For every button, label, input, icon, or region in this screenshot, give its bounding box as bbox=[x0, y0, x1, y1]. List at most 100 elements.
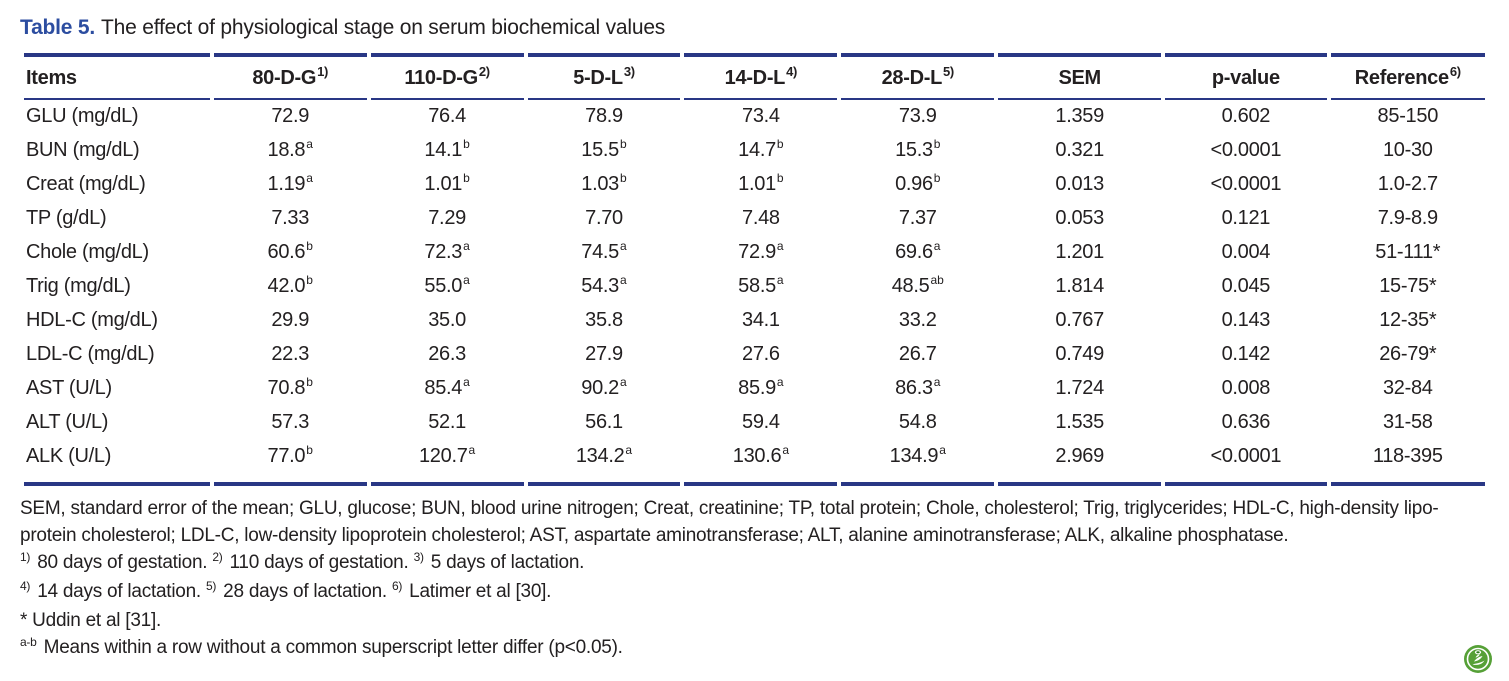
value-cell: 60.6b bbox=[267, 239, 313, 263]
row-label: Trig (mg/dL) bbox=[26, 275, 131, 297]
table-number: Table 5. bbox=[20, 16, 96, 39]
value-cell: 0.749 bbox=[1055, 343, 1104, 365]
value-cell: 1.03b bbox=[581, 171, 627, 195]
value-cell: 10-30 bbox=[1382, 139, 1433, 161]
header-row: Items 80-D-G1) 110-D-G2) 5-D-L3) 14-D-L4) 28-… bbox=[24, 53, 1485, 100]
footnotes-block: SEM, standard error of the mean; GLU, gl… bbox=[20, 495, 1489, 663]
footnote-superscript: 6) bbox=[391, 579, 403, 593]
table-row: Trig (mg/dL) 42.0b 55.0a 54.3a 58.5a 48.5ab 1.… bbox=[24, 270, 1485, 304]
numbered-footnotes: 1) 80 days of gestation. 2) 110 days of … bbox=[20, 549, 1489, 607]
row-label: GLU (mg/dL) bbox=[26, 105, 139, 127]
row-label: AST (U/L) bbox=[26, 377, 112, 399]
value-cell: 35.8 bbox=[585, 309, 623, 331]
abbreviation-note-line-1: SEM, standard error of the mean; GLU, gl… bbox=[20, 498, 1439, 519]
value-cell: 7.33 bbox=[271, 207, 310, 229]
value-cell: 14.7b bbox=[738, 137, 784, 161]
value-cell: 15.3b bbox=[895, 137, 941, 161]
value-cell: 0.045 bbox=[1221, 275, 1271, 297]
table-caption: The effect of physiological stage on ser… bbox=[101, 16, 666, 39]
value-cell: 0.143 bbox=[1221, 309, 1271, 331]
value-cell: 1.359 bbox=[1055, 105, 1104, 127]
column-header: SEM bbox=[998, 53, 1162, 100]
footnote-text: Latimer et al [30]. bbox=[404, 581, 552, 602]
table-row: AST (U/L) 70.8b 85.4a 90.2a 85.9a 86.3a 1.724 0… bbox=[24, 372, 1485, 406]
column-header: 110-D-G2) bbox=[370, 53, 524, 100]
footnote-text: 80 days of gestation. bbox=[32, 552, 213, 573]
row-label: LDL-C (mg/dL) bbox=[26, 343, 155, 365]
footnote-text: Means within a row without a common supe… bbox=[38, 637, 623, 658]
value-cell: 56.1 bbox=[585, 411, 623, 433]
value-cell: 1.201 bbox=[1055, 241, 1104, 263]
value-cell: 70.8b bbox=[267, 375, 313, 399]
column-header: 28-D-L5) bbox=[841, 53, 995, 100]
table-row: ALK (U/L) 77.0b 120.7a 134.2a 130.6a 134.9a 2.… bbox=[24, 440, 1485, 486]
footnote-text: 14 days of lactation. bbox=[32, 581, 206, 602]
value-cell: 29.9 bbox=[271, 309, 310, 331]
value-cell: 90.2a bbox=[581, 375, 627, 399]
row-label: BUN (mg/dL) bbox=[26, 139, 140, 161]
value-cell: 73.9 bbox=[898, 105, 937, 127]
value-cell: 0.636 bbox=[1221, 411, 1271, 433]
value-cell: 32-84 bbox=[1382, 377, 1433, 399]
value-cell: 0.053 bbox=[1055, 207, 1104, 229]
value-cell: 0.008 bbox=[1221, 377, 1271, 399]
value-cell: 72.9a bbox=[738, 239, 784, 263]
value-cell: 0.142 bbox=[1221, 343, 1271, 365]
footnote-superscript: 5) bbox=[205, 579, 217, 593]
value-cell: 0.767 bbox=[1055, 309, 1104, 331]
value-cell: 48.5ab bbox=[891, 273, 944, 297]
table-row: LDL-C (mg/dL) 22.3 26.3 27.9 27.6 26.7 0.749 0.… bbox=[24, 338, 1485, 372]
value-cell: 2.969 bbox=[998, 440, 1162, 486]
value-cell: 1.01b bbox=[738, 171, 784, 195]
value-cell: 130.6a bbox=[684, 440, 838, 486]
footnote-superscript: 2) bbox=[212, 550, 223, 564]
value-cell: 1.19a bbox=[267, 171, 313, 195]
value-cell: 73.4 bbox=[742, 105, 780, 127]
table-row: ALT (U/L) 57.3 52.1 56.1 59.4 54.8 1.535 0.636 3… bbox=[24, 406, 1485, 440]
table-row: TP (g/dL) 7.33 7.29 7.70 7.48 7.37 0.053 0.121 7… bbox=[24, 202, 1485, 236]
numbered-footnote-line: 1) 80 days of gestation. 2) 110 days of … bbox=[20, 549, 1489, 578]
table-row: Creat (mg/dL) 1.19a 1.01b 1.03b 1.01b 0.96b 0.… bbox=[24, 168, 1485, 202]
value-cell: 7.29 bbox=[428, 207, 466, 229]
value-cell: 35.0 bbox=[428, 309, 466, 331]
value-cell: 86.3a bbox=[895, 375, 941, 399]
value-cell: <0.0001 bbox=[1165, 440, 1327, 486]
row-label: TP (g/dL) bbox=[26, 207, 107, 229]
value-cell: 7.37 bbox=[898, 207, 937, 229]
footnote-text: 5 days of lactation. bbox=[425, 552, 585, 573]
row-label: ALT (U/L) bbox=[26, 411, 109, 433]
value-cell: 0.004 bbox=[1221, 241, 1271, 263]
table-row: Chole (mg/dL) 60.6b 72.3a 74.5a 72.9a 69.6a 1.… bbox=[24, 236, 1485, 270]
value-cell: 0.96b bbox=[895, 171, 941, 195]
value-cell: 54.8 bbox=[898, 411, 937, 433]
value-cell: 15-75* bbox=[1379, 275, 1437, 297]
column-header: Items bbox=[24, 53, 210, 100]
value-cell: 118-395 bbox=[1330, 440, 1485, 486]
value-cell: 27.6 bbox=[742, 343, 780, 365]
value-cell: 22.3 bbox=[271, 343, 310, 365]
footnote-superscript: a-b bbox=[20, 635, 37, 649]
value-cell: 55.0a bbox=[424, 273, 470, 297]
value-cell: <0.0001 bbox=[1210, 173, 1282, 195]
value-cell: 26-79* bbox=[1379, 343, 1437, 365]
value-cell: <0.0001 bbox=[1210, 139, 1282, 161]
value-cell: 26.3 bbox=[428, 343, 466, 365]
table-row: BUN (mg/dL) 18.8a 14.1b 15.5b 14.7b 15.3b 0.32… bbox=[24, 134, 1485, 168]
table-body: GLU (mg/dL) 72.9 76.4 78.9 73.4 73.9 1.359 0.60… bbox=[24, 100, 1485, 486]
value-cell: 78.9 bbox=[585, 105, 623, 127]
row-label: Creat (mg/dL) bbox=[26, 173, 146, 195]
numbered-footnote-line: 4) 14 days of lactation. 5) 28 days of l… bbox=[20, 578, 1489, 607]
footnote-superscript: 1) bbox=[20, 550, 31, 564]
column-header: Reference6) bbox=[1330, 53, 1485, 100]
row-label: HDL-C (mg/dL) bbox=[26, 309, 158, 331]
value-cell: 58.5a bbox=[738, 273, 784, 297]
value-cell: 0.321 bbox=[1055, 139, 1104, 161]
value-cell: 1.535 bbox=[1055, 411, 1104, 433]
footnote-superscript: 4) bbox=[20, 579, 31, 593]
value-cell: 33.2 bbox=[898, 309, 937, 331]
value-cell: 85.9a bbox=[738, 375, 784, 399]
value-cell: 34.1 bbox=[742, 309, 780, 331]
table-title: Table 5. The effect of physiological stag… bbox=[20, 16, 1489, 40]
row-label: Chole (mg/dL) bbox=[26, 241, 149, 263]
